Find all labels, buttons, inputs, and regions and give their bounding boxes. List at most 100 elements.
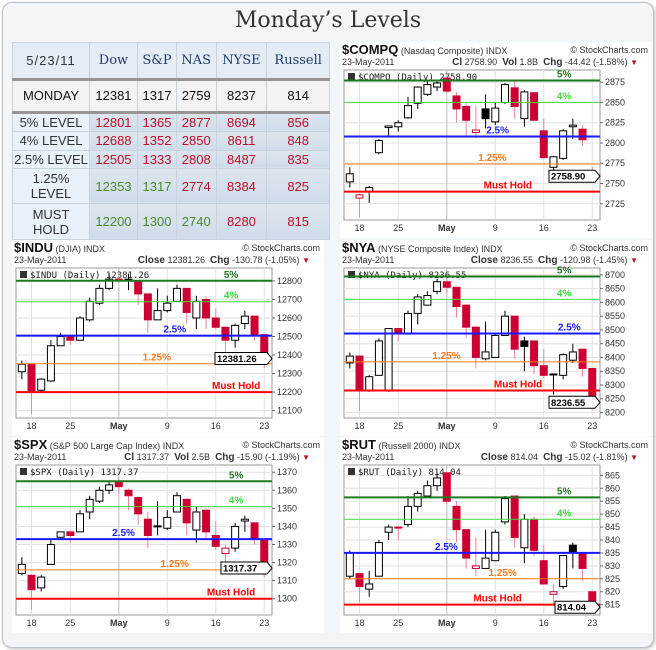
chart-date: 23-May-2011 — [342, 255, 395, 265]
row-label: 2.5% LEVEL — [12, 149, 90, 169]
level-label: 1.25% — [161, 559, 189, 570]
x-tick-label: 18 — [355, 421, 365, 431]
level-label: 5% — [557, 486, 572, 497]
level-label: 5% — [229, 470, 244, 481]
candle-body — [37, 378, 46, 391]
candle-body — [578, 552, 587, 569]
chart-header: $RUT (Russell 2000) INDX © StockCharts.co… — [342, 437, 648, 452]
level-label: 4% — [224, 291, 239, 302]
candle-body — [240, 315, 249, 325]
row-label: 4% LEVEL — [12, 131, 90, 151]
candle-body — [192, 300, 201, 319]
candle-body — [56, 531, 65, 538]
source-link[interactable]: © StockCharts.com — [570, 440, 648, 450]
table-row: 4% LEVEL 12688 1352 2850 8611 848 — [12, 131, 330, 151]
table-cell: 1352 — [136, 131, 177, 151]
chart-nya: $NYA (NYSE Composite Index) INDX © StockC… — [340, 240, 652, 436]
x-tick-label: 16 — [539, 223, 549, 233]
chart-legend: $RUT (Daily) 814.04 — [358, 468, 461, 478]
candle-body — [95, 287, 104, 304]
down-triangle-icon: ▼ — [302, 453, 310, 462]
y-tick-label: 865 — [605, 470, 620, 480]
down-triangle-icon: ▼ — [630, 58, 638, 67]
table-cell: 8384 — [215, 167, 268, 205]
candle-body — [46, 544, 55, 565]
candle-body — [413, 296, 422, 314]
x-tick-label: May — [110, 618, 128, 628]
y-tick-label: 1360 — [277, 485, 297, 495]
table-cell: 12200 — [89, 203, 138, 240]
candle-body — [345, 552, 354, 577]
candle-body — [510, 87, 519, 107]
source-link[interactable]: © StockCharts.com — [570, 45, 648, 55]
x-tick-label: 23 — [587, 421, 597, 431]
candle-body — [530, 92, 539, 121]
candle-body — [153, 525, 162, 528]
candle-body — [471, 129, 480, 133]
candle-body — [539, 365, 548, 376]
price-tag-label: 1317.37 — [223, 564, 257, 575]
table-row: 2.5% LEVEL 12505 1333 2808 8487 835 — [12, 149, 330, 169]
candle-body — [442, 472, 451, 502]
candle-body — [250, 315, 259, 336]
level-label: 2.5% — [486, 125, 509, 136]
chart-compq: $COMPQ (Nasdaq Composite) INDX © StockCha… — [340, 42, 652, 238]
y-tick-label: 1330 — [277, 540, 297, 550]
y-tick-label: 12800 — [277, 276, 302, 286]
close-label: Close — [470, 255, 498, 266]
level-label: 2.5% — [163, 325, 186, 336]
close-label: Close — [137, 255, 165, 266]
y-tick-label: 840 — [605, 535, 620, 545]
candle-body — [365, 376, 374, 392]
x-tick-label: 18 — [355, 618, 365, 628]
level-label: 4% — [229, 496, 244, 507]
chart-header: $SPX (S&P 500 Large Cap Index) INDX © Sto… — [14, 437, 320, 452]
source-link[interactable]: © StockCharts.com — [570, 243, 648, 253]
candle-body — [559, 130, 568, 159]
candle-body — [76, 513, 84, 533]
exchange: INDX — [83, 244, 106, 254]
candle-body — [530, 518, 539, 551]
level-label: 4% — [557, 91, 572, 102]
y-tick-label: 8700 — [605, 270, 625, 280]
y-tick-label: 12200 — [277, 387, 302, 397]
y-tick-label: 8650 — [605, 284, 625, 294]
column-header: S&P — [136, 42, 177, 80]
candle-body — [85, 498, 94, 513]
vol-value: 1.8B — [519, 57, 539, 67]
candle-body — [105, 484, 114, 491]
x-tick-label: 9 — [493, 618, 498, 628]
candle-body — [240, 518, 249, 522]
x-tick-label: 23 — [259, 421, 269, 431]
price-tag-label: 2758.90 — [551, 172, 585, 183]
x-tick-label: 18 — [27, 421, 37, 431]
candle-body — [163, 302, 172, 312]
candle-body — [221, 326, 230, 341]
candle-body — [404, 312, 412, 335]
chart-legend: $SPX (Daily) 1317.37 — [30, 468, 138, 478]
plot-area — [343, 69, 601, 221]
candle-body — [559, 354, 568, 376]
y-tick-label: 1370 — [277, 467, 297, 477]
legend-candle-icon — [348, 271, 355, 278]
y-tick-label: 1340 — [277, 521, 297, 531]
source-link[interactable]: © StockCharts.com — [242, 440, 320, 450]
chart-date: 23-May-2011 — [342, 57, 395, 67]
candle-body — [549, 156, 558, 168]
y-tick-label: 8350 — [605, 366, 625, 376]
source-link[interactable]: © StockCharts.com — [242, 243, 320, 253]
candle-body — [384, 526, 393, 533]
chart-indu: $INDU (DJIA) INDX © StockCharts.com 23-May… — [12, 240, 324, 436]
level-label: 4% — [557, 508, 572, 519]
chg-label: Chg — [210, 255, 230, 266]
table-cell: 2877 — [175, 111, 217, 133]
level-label: Must Hold — [473, 594, 521, 605]
candle-body — [56, 336, 65, 347]
ticker: $SPX — [14, 437, 48, 452]
y-tick-label: 855 — [605, 496, 620, 506]
candle-body — [76, 317, 84, 341]
candle-body — [568, 351, 577, 361]
y-tick-label: 8250 — [605, 394, 625, 404]
chart-spx: $SPX (S&P 500 Large Cap Index) INDX © Sto… — [12, 437, 324, 633]
exchange: INDX — [481, 244, 503, 254]
